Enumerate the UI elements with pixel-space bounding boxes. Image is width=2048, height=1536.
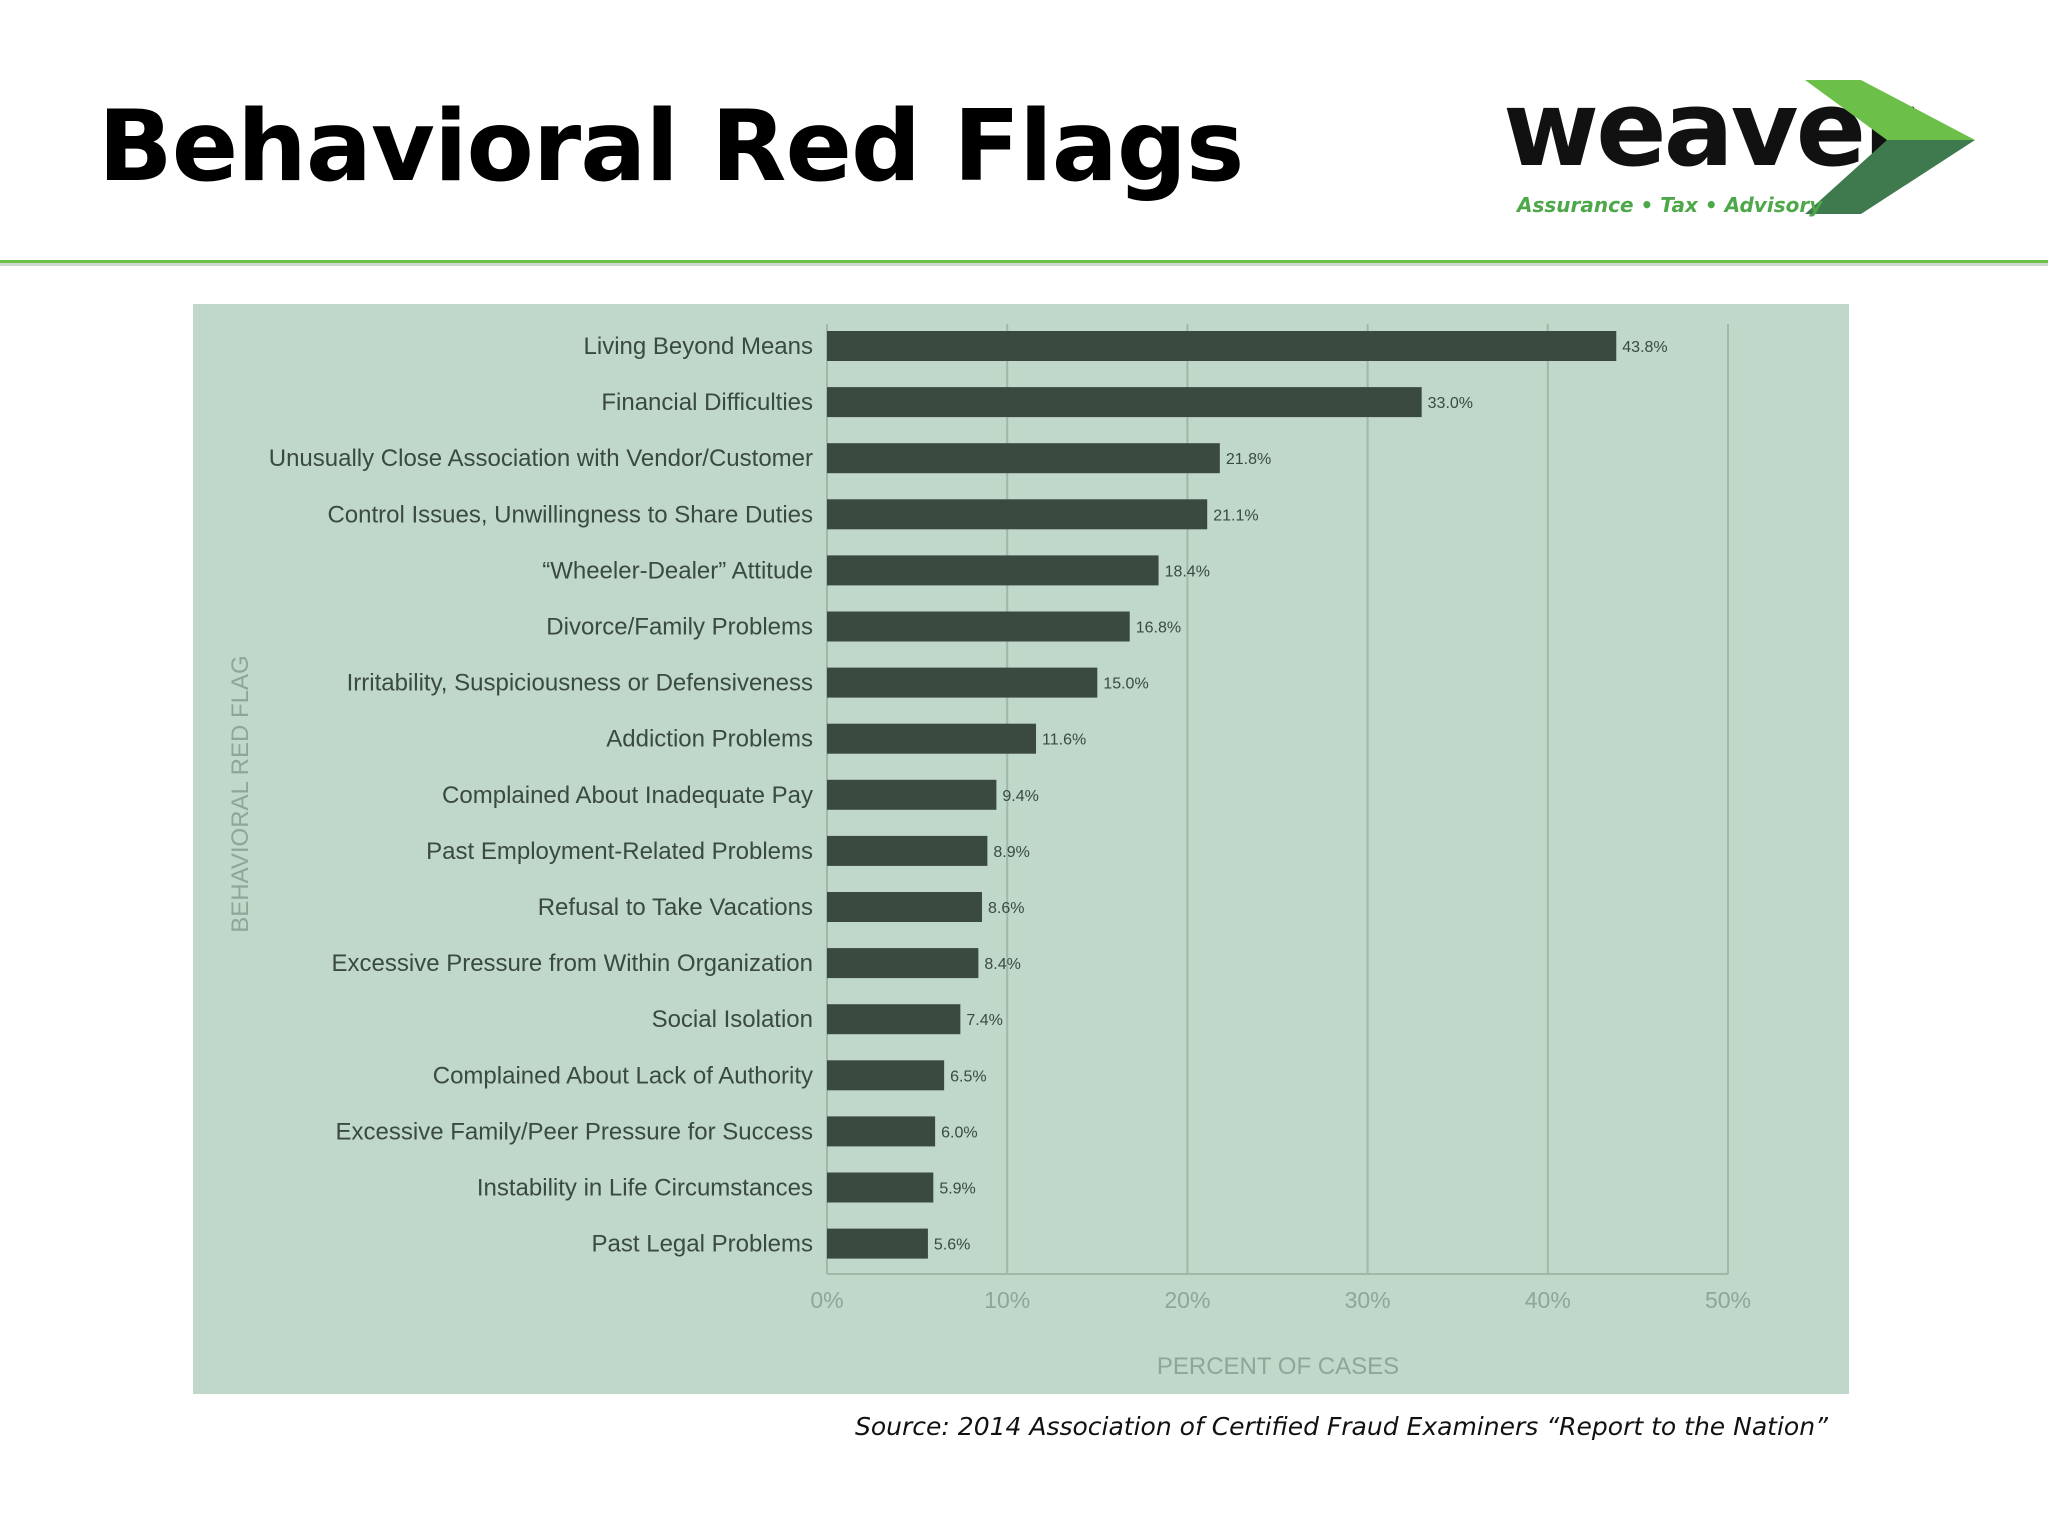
category-label: Financial Difficulties [601,389,813,416]
value-label: 5.9% [939,1181,975,1198]
chevron-upper-shape [1805,80,1975,140]
x-tick-label: 10% [984,1287,1030,1313]
value-label: 5.6% [934,1237,970,1254]
value-label: 16.8% [1136,620,1181,637]
y-axis-title: BEHAVIORAL RED FLAG [227,655,254,932]
value-label: 21.1% [1213,507,1258,524]
bar [827,499,1208,530]
category-label: Excessive Pressure from Within Organizat… [332,950,814,977]
chart-panel: Living Beyond Means Financial Difficultie… [193,304,1849,1394]
category-label: Control Issues, Unwillingness to Share D… [327,501,813,528]
source-note: Source: 2014 Association of Certified Fr… [855,1412,1828,1441]
chevron-lower-shape [1805,140,1975,214]
bar [827,1172,934,1203]
category-label: Excessive Family/Peer Pressure for Succe… [336,1118,813,1145]
value-label: 8.4% [984,956,1020,973]
value-label: 11.6% [1042,732,1086,749]
category-label: Past Employment-Related Problems [426,838,813,865]
bar [827,611,1130,642]
category-label: “Wheeler-Dealer” Attitude [542,557,813,584]
bar [827,1116,936,1147]
slide-title: Behavioral Red Flags [98,90,1244,204]
bar [827,331,1617,361]
x-tick-labels: 0% 10% 20% 30% 40% 50% [810,1287,1751,1313]
bar [827,1228,928,1259]
logo-tagline: Assurance • Tax • Advisory [1517,193,1823,217]
bar [827,779,997,810]
x-tick-label: 20% [1164,1287,1210,1313]
value-label: 6.5% [950,1068,986,1085]
value-label: 21.8% [1226,451,1271,468]
value-label: 18.4% [1165,563,1210,580]
bar [827,892,982,922]
category-label: Complained About Lack of Authority [433,1062,813,1089]
chevron-logo-icon [1805,80,1975,214]
category-label: Social Isolation [652,1006,813,1033]
bar [827,948,979,979]
value-label: 9.4% [1002,788,1038,805]
category-labels: Living Beyond Means Financial Difficultie… [269,333,813,1258]
value-label: 15.0% [1103,676,1148,693]
bar [827,835,988,866]
bar [827,443,1220,474]
value-labels: 43.8% 33.0% 21.8% 21.1% 18.4% 16.8% 15.0% 11.6%… [934,339,1668,1254]
bar [827,555,1159,586]
bar [827,667,1098,698]
header-divider [0,260,2048,266]
weaver-logo: weaver Assurance • Tax • Advisory [1495,72,1975,228]
bar [827,723,1037,754]
category-label: Complained About Inadequate Pay [442,782,813,809]
x-tick-label: 30% [1345,1287,1391,1313]
category-label: Unusually Close Association with Vendor/… [269,445,813,472]
x-tick-label: 40% [1525,1287,1571,1313]
category-label: Irritability, Suspiciousness or Defensiv… [347,670,813,697]
category-label: Past Legal Problems [592,1231,813,1258]
x-axis-title: PERCENT OF CASES [1157,1353,1399,1380]
value-label: 8.9% [993,844,1029,861]
value-label: 6.0% [941,1124,977,1141]
x-tick-label: 0% [810,1287,843,1313]
bar [827,387,1422,418]
category-label: Addiction Problems [606,726,813,753]
category-label: Refusal to Take Vacations [538,894,813,921]
x-tick-label: 50% [1705,1287,1751,1313]
bar [827,1060,945,1091]
bar-chart: Living Beyond Means Financial Difficultie… [227,324,1751,1380]
bar [827,1004,961,1035]
category-label: Living Beyond Means [584,333,813,360]
value-label: 43.8% [1622,339,1667,356]
value-label: 33.0% [1428,395,1473,412]
category-label: Divorce/Family Problems [546,614,813,641]
value-label: 8.6% [988,900,1024,917]
bars [827,331,1617,1259]
category-label: Instability in Life Circumstances [477,1175,813,1202]
value-label: 7.4% [966,1012,1002,1029]
